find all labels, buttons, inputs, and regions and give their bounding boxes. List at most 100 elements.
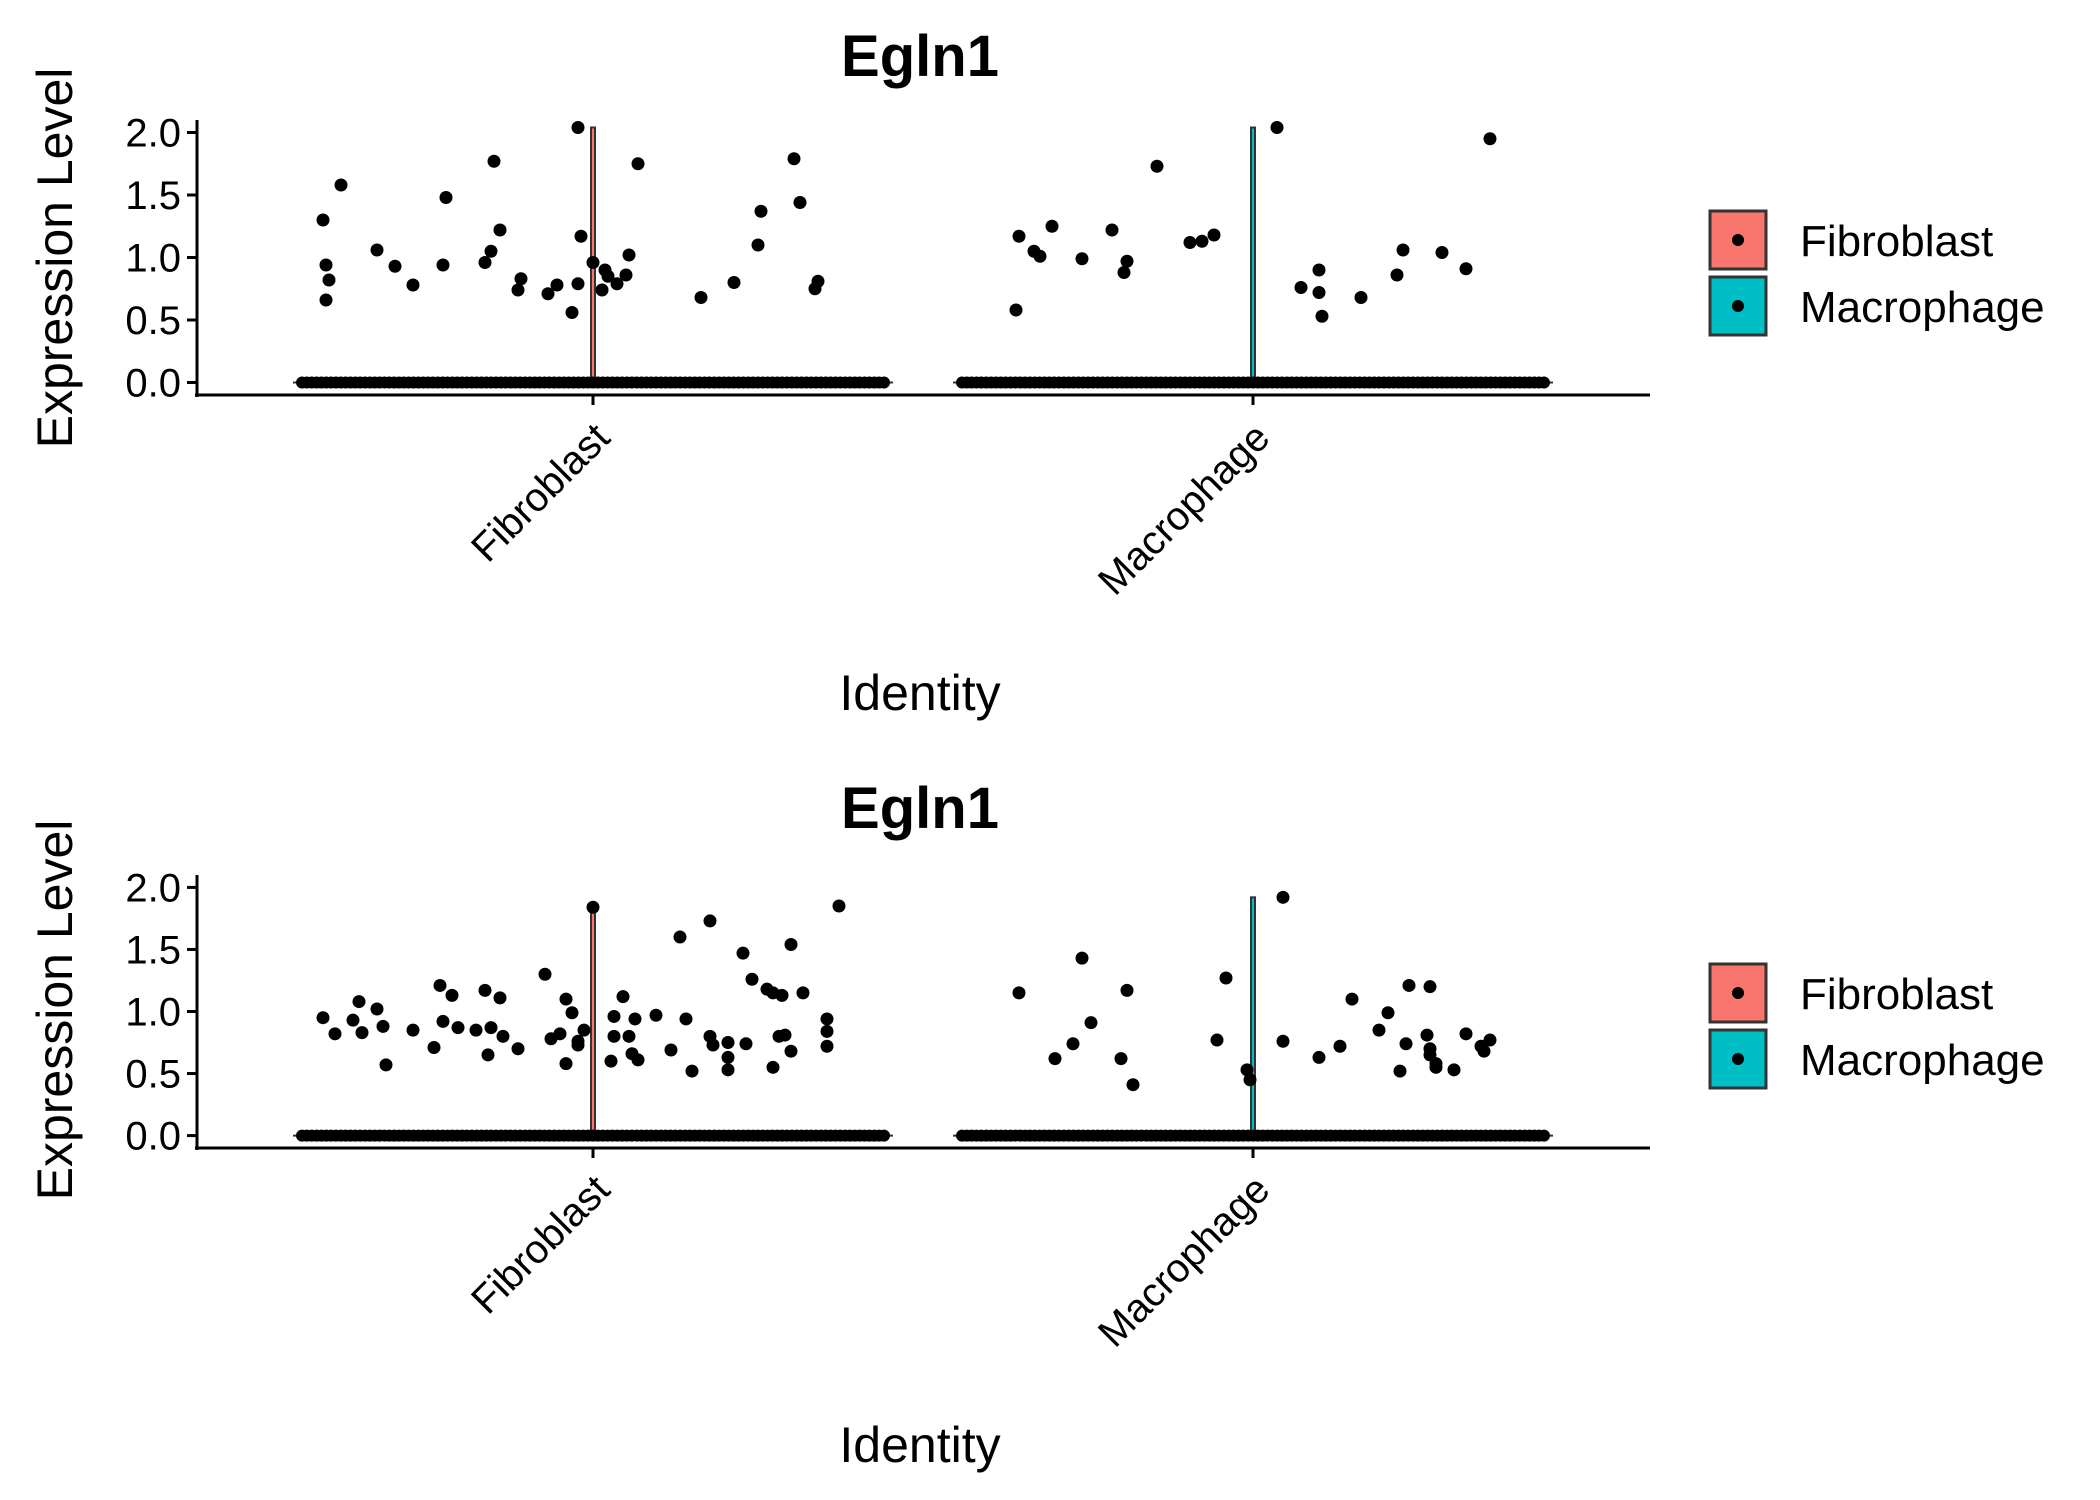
data-point [784,1044,798,1058]
data-point [736,946,750,960]
data-point [1243,1073,1257,1087]
data-point [622,248,636,262]
data-point [1390,268,1404,282]
data-point [493,991,507,1005]
data-point [478,256,492,269]
data-point [1276,1034,1290,1048]
chart-title: Egln1 [841,776,999,841]
y-tick-label: 0.0 [125,1115,181,1159]
data-point [1435,246,1449,259]
legend-key-dot-fibroblast [1732,234,1744,246]
x-tick-label-fibroblast: Fibroblast [463,415,618,570]
data-point [451,1021,465,1035]
data-point [1126,1078,1140,1092]
chart-title: Egln1 [841,24,999,89]
data-point [553,1027,567,1041]
data-point [649,1008,663,1022]
violin-macrophage [1250,896,1256,1137]
data-point [1045,219,1059,233]
data-point [1033,249,1047,263]
legend: Fibroblast Macrophage [1708,209,2045,337]
data-point [1381,1006,1395,1020]
data-point [784,937,798,951]
violin-macrophage [1250,126,1256,384]
data-point [484,244,498,258]
y-tick-label: 2.0 [125,866,181,910]
y-tick-label: 2.0 [125,112,181,156]
data-point [406,1023,420,1037]
y-axis-title: Expression Level [27,820,83,1201]
data-point [511,283,525,297]
data-point [316,213,330,227]
data-point [1459,262,1473,276]
data-point [1396,243,1410,257]
data-point [793,196,807,209]
data-point [727,276,741,289]
data-point [574,229,588,243]
data-point [1477,1044,1491,1058]
data-point [352,995,366,1009]
data-point [766,1060,780,1074]
data-point [388,259,402,273]
data-point [1315,309,1329,323]
data-point [1538,1129,1550,1142]
data-point [796,986,810,1000]
data-point [694,291,708,304]
legend-label-fibroblast: Fibroblast [1800,970,1993,1019]
data-point [550,278,564,292]
data-point [1195,234,1209,248]
data-point [487,154,501,168]
data-point [322,273,336,287]
data-point [469,1023,483,1037]
data-point [1150,159,1164,173]
data-point [820,1039,834,1053]
legend-key-fibroblast [1708,209,1768,271]
data-point [1423,980,1437,994]
data-point [541,287,555,301]
data-point [1483,1033,1497,1047]
y-tick-label: 1.0 [125,991,181,1035]
data-point [1240,1063,1254,1077]
data-point [1117,266,1131,279]
data-point [1276,890,1290,904]
legend-label-macrophage: Macrophage [1800,283,2045,332]
data-point [679,1012,693,1026]
data-point [1075,951,1089,965]
data-point [370,1002,384,1016]
data-point [538,967,552,981]
data-point [484,1021,498,1035]
data-point [379,1058,393,1072]
data-point [1393,1064,1407,1078]
data-point [703,914,717,928]
data-point [436,258,450,272]
data-point [1012,986,1026,1000]
data-point [511,1042,525,1056]
data-point [1538,376,1550,389]
data-point [622,1029,636,1043]
x-axis-title: Identity [839,1417,1000,1473]
data-point [1294,281,1308,294]
data-point [706,1038,720,1052]
legend-label-fibroblast: Fibroblast [1800,217,1993,266]
data-point [601,269,615,283]
data-point [721,1063,735,1077]
data-point [1012,229,1026,243]
data-point [1114,1052,1128,1066]
y-tick-label: 1.5 [125,174,181,218]
data-point [346,1013,360,1027]
data-point [607,1009,621,1023]
data-point [376,1019,390,1033]
data-point [1459,1027,1473,1041]
y-tick-label: 0.0 [125,362,181,406]
data-point [1270,121,1284,134]
data-point [604,1054,618,1068]
panel-top: Egln1 Expression Level Identity Fibrobla… [27,24,2045,721]
data-point [631,157,645,171]
data-point [616,990,630,1004]
data-point [607,1029,621,1043]
data-point [754,204,768,218]
data-point [445,988,459,1002]
x-tick-label-macrophage: Macrophage [1090,1167,1278,1355]
legend-key-dot-macrophage [1732,1053,1744,1065]
